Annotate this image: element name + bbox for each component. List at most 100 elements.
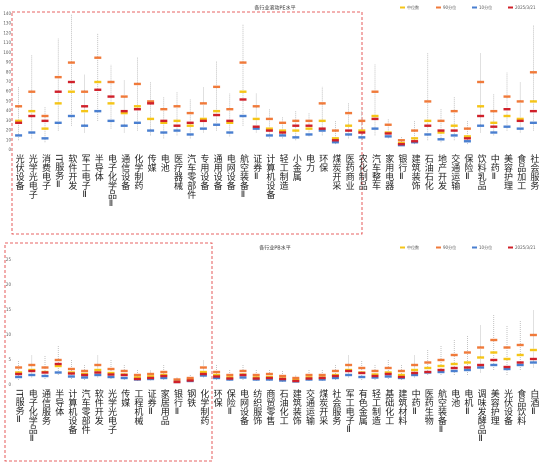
x-tick-label: 小金属: [291, 154, 302, 182]
marker: [490, 351, 498, 354]
marker: [226, 108, 234, 111]
marker: [305, 124, 313, 127]
marker: [490, 131, 498, 134]
marker: [265, 378, 273, 381]
marker: [199, 366, 207, 369]
marker: [331, 129, 339, 132]
legend-label: 10分位: [479, 244, 492, 250]
marker: [120, 369, 128, 373]
marker: [239, 376, 247, 379]
marker: [94, 371, 102, 374]
y-tick-label: 70: [6, 79, 12, 84]
x-tick-label: 家用电器: [383, 153, 394, 190]
marker: [463, 361, 471, 364]
marker: [358, 129, 366, 132]
marker: [516, 343, 524, 347]
marker: [450, 109, 458, 113]
marker: [15, 371, 23, 374]
marker: [279, 374, 287, 378]
marker: [15, 119, 23, 123]
marker: [529, 357, 537, 361]
marker: [147, 102, 155, 105]
marker: [252, 117, 260, 121]
marker: [265, 372, 273, 376]
x-tick-label: 建筑装饰: [410, 153, 421, 191]
marker: [147, 100, 155, 103]
marker: [28, 363, 36, 367]
marker: [437, 370, 445, 374]
marker: [28, 90, 36, 93]
y-tick-label: 5: [8, 357, 11, 362]
marker: [213, 376, 221, 380]
marker: [54, 102, 62, 105]
x-tick-label: IT服务Ⅱ: [14, 389, 25, 425]
marker: [160, 108, 168, 111]
marker: [54, 75, 62, 79]
x-tick-label: 光伏设备: [502, 388, 513, 425]
marker: [54, 371, 62, 374]
x-tick-label: 农化制品: [357, 153, 368, 191]
x-tick-label: 通用设备: [212, 154, 223, 190]
x-tick-label: 计算机设备: [264, 153, 275, 199]
x-tick-label: 化学制药: [132, 153, 143, 191]
marker: [371, 374, 379, 378]
marker: [529, 121, 537, 124]
marker: [213, 109, 221, 113]
y-tick-label: 130: [3, 21, 11, 26]
marker: [503, 114, 511, 118]
marker: [41, 366, 49, 369]
marker: [463, 127, 471, 130]
marker: [160, 376, 168, 380]
marker: [54, 362, 62, 366]
marker: [529, 100, 537, 103]
x-tick-label: 地产开发: [436, 153, 447, 191]
marker: [107, 367, 115, 371]
legend-label: 10分位: [479, 4, 492, 10]
marker: [384, 371, 392, 374]
y-tick-label: 25: [6, 257, 12, 262]
marker: [292, 136, 300, 139]
marker: [397, 369, 405, 373]
marker: [384, 135, 392, 138]
x-tick-label: 半导体: [53, 388, 64, 417]
marker: [15, 121, 23, 124]
marker: [437, 368, 445, 372]
marker: [252, 105, 260, 108]
marker: [199, 119, 207, 123]
x-tick-label: 医疗器械: [172, 154, 183, 191]
marker: [226, 119, 234, 123]
marker: [199, 102, 207, 105]
marker: [358, 366, 366, 370]
x-tick-label: 保险Ⅱ: [225, 388, 236, 417]
marker: [67, 80, 75, 84]
marker: [186, 133, 194, 136]
x-tick-label: 电子化学品Ⅱ: [27, 388, 38, 444]
marker: [279, 131, 287, 134]
marker: [516, 119, 524, 123]
marker: [318, 373, 326, 377]
marker: [305, 377, 313, 380]
marker: [160, 370, 168, 374]
marker: [94, 80, 102, 84]
marker: [292, 119, 300, 123]
marker: [477, 346, 485, 349]
y-tick-label: 10: [6, 137, 12, 142]
x-tick-label: 医药生物: [423, 389, 434, 426]
marker: [213, 123, 221, 126]
x-tick-label: 美容护理: [489, 388, 500, 425]
marker: [318, 102, 326, 105]
marker: [292, 124, 300, 127]
marker: [133, 373, 141, 377]
marker: [437, 129, 445, 132]
marker: [503, 357, 511, 361]
x-tick-label: 商贸零售: [264, 388, 275, 426]
marker: [133, 121, 141, 124]
x-tick-label: 中药Ⅱ: [489, 153, 500, 182]
marker: [199, 370, 207, 374]
y-tick-label: 0: [8, 147, 11, 152]
marker: [384, 366, 392, 370]
marker: [213, 370, 221, 374]
marker: [15, 105, 23, 108]
marker: [411, 137, 419, 140]
marker: [28, 131, 36, 134]
